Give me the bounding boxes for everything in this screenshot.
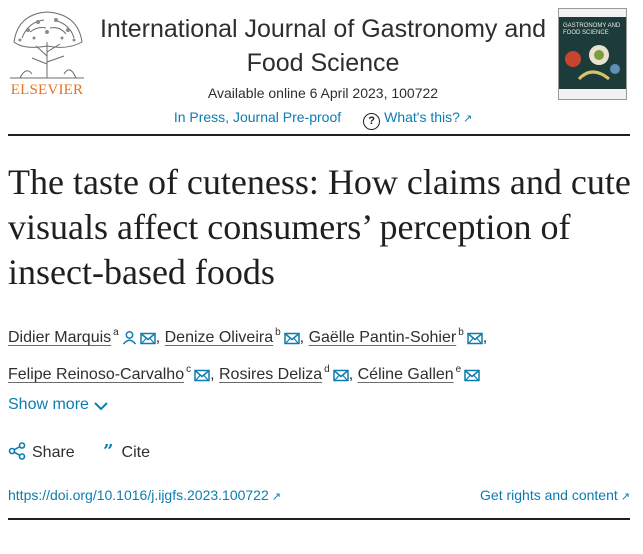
cite-label: Cite [121, 444, 150, 461]
author-entry: Didier Marquis a, [8, 327, 165, 346]
elsevier-logo[interactable]: ELSEVIER [8, 8, 86, 104]
email-icon[interactable] [139, 326, 156, 355]
header-divider [8, 134, 630, 136]
author-separator: , [299, 329, 305, 346]
doi-link[interactable]: https://doi.org/10.1016/j.ijgfs.2023.100… [8, 487, 281, 503]
links-row: https://doi.org/10.1016/j.ijgfs.2023.100… [8, 487, 630, 503]
author-entry: Rosires Deliza d, [219, 364, 358, 383]
author-list: Didier Marquis a, Denize Oliveira b, Gaëll… [8, 318, 633, 392]
whats-this-link[interactable]: What's this? ↗ [384, 109, 472, 125]
external-link-icon: ↗ [271, 491, 281, 503]
affiliation-marker[interactable]: e [455, 364, 462, 375]
author-entry: Céline Gallen e [357, 364, 481, 383]
quote-icon: ” [103, 441, 114, 462]
author-name[interactable]: Didier Marquis [8, 329, 112, 346]
author-separator: , [210, 366, 215, 383]
person-icon[interactable] [122, 326, 137, 355]
email-icon[interactable] [332, 363, 349, 392]
status-row: In Press, Journal Pre-proof? What's this?… [90, 109, 556, 130]
share-icon [8, 442, 26, 460]
elsevier-wordmark: ELSEVIER [10, 82, 84, 98]
author-separator: , [155, 329, 161, 346]
affiliation-marker[interactable]: b [275, 327, 281, 338]
show-more-label: Show more [8, 396, 89, 413]
cite-button[interactable]: ” Cite [103, 441, 150, 462]
journal-cover-image[interactable]: GASTRONOMY AND FOOD SCIENCE [558, 8, 627, 100]
author-separator: , [482, 329, 488, 346]
help-icon[interactable]: ? [363, 113, 381, 130]
author-name[interactable]: Denize Oliveira [164, 329, 274, 346]
doi-text: https://doi.org/10.1016/j.ijgfs.2023.100… [8, 487, 269, 503]
availability-date: Available online 6 April 2023, 100722 [207, 85, 439, 101]
email-icon[interactable] [194, 363, 210, 392]
share-label: Share [32, 444, 75, 461]
share-button[interactable]: Share [8, 442, 75, 462]
chevron-down-icon [94, 402, 108, 411]
author-name[interactable]: Felipe Reinoso-Carvalho [8, 366, 185, 383]
author-separator: , [348, 366, 354, 383]
author-entry: Felipe Reinoso-Carvalho c, [8, 364, 219, 383]
elsevier-tree-icon [10, 11, 84, 79]
cover-title: GASTRONOMY AND FOOD SCIENCE [563, 23, 621, 36]
email-icon[interactable] [467, 326, 483, 355]
show-more-button[interactable]: Show more [8, 396, 109, 414]
author-name[interactable]: Céline Gallen [357, 366, 454, 383]
cover-artwork [559, 9, 626, 99]
affiliation-marker[interactable]: c [186, 364, 192, 375]
bottom-divider [8, 518, 630, 520]
author-name[interactable]: Gaëlle Pantin-Sohier [308, 329, 457, 346]
article-header: ELSEVIER International Journal of Gastro… [8, 8, 630, 130]
author-name[interactable]: Rosires Deliza [219, 366, 323, 383]
external-link-icon: ↗ [620, 491, 630, 503]
article-title: The taste of cuteness: How claims and cu… [8, 162, 631, 292]
get-rights-link[interactable]: Get rights and content ↗ [480, 487, 630, 503]
email-icon[interactable] [464, 363, 480, 392]
affiliation-marker[interactable]: d [324, 364, 330, 375]
email-icon[interactable] [283, 326, 300, 355]
journal-title[interactable]: International Journal of Gastronomy and … [99, 15, 547, 77]
affiliation-marker[interactable]: a [113, 327, 119, 338]
whats-this-label: What's this? [384, 109, 460, 125]
article-actions: Share ” Cite [8, 441, 174, 462]
in-press-status: In Press, Journal Pre-proof [173, 109, 342, 125]
author-entry: Denize Oliveira b, [164, 327, 309, 346]
affiliation-marker[interactable]: b [458, 327, 464, 338]
rights-text: Get rights and content [480, 487, 618, 503]
author-entry: Gaëlle Pantin-Sohier b, [308, 327, 488, 346]
external-link-icon: ↗ [462, 113, 473, 125]
